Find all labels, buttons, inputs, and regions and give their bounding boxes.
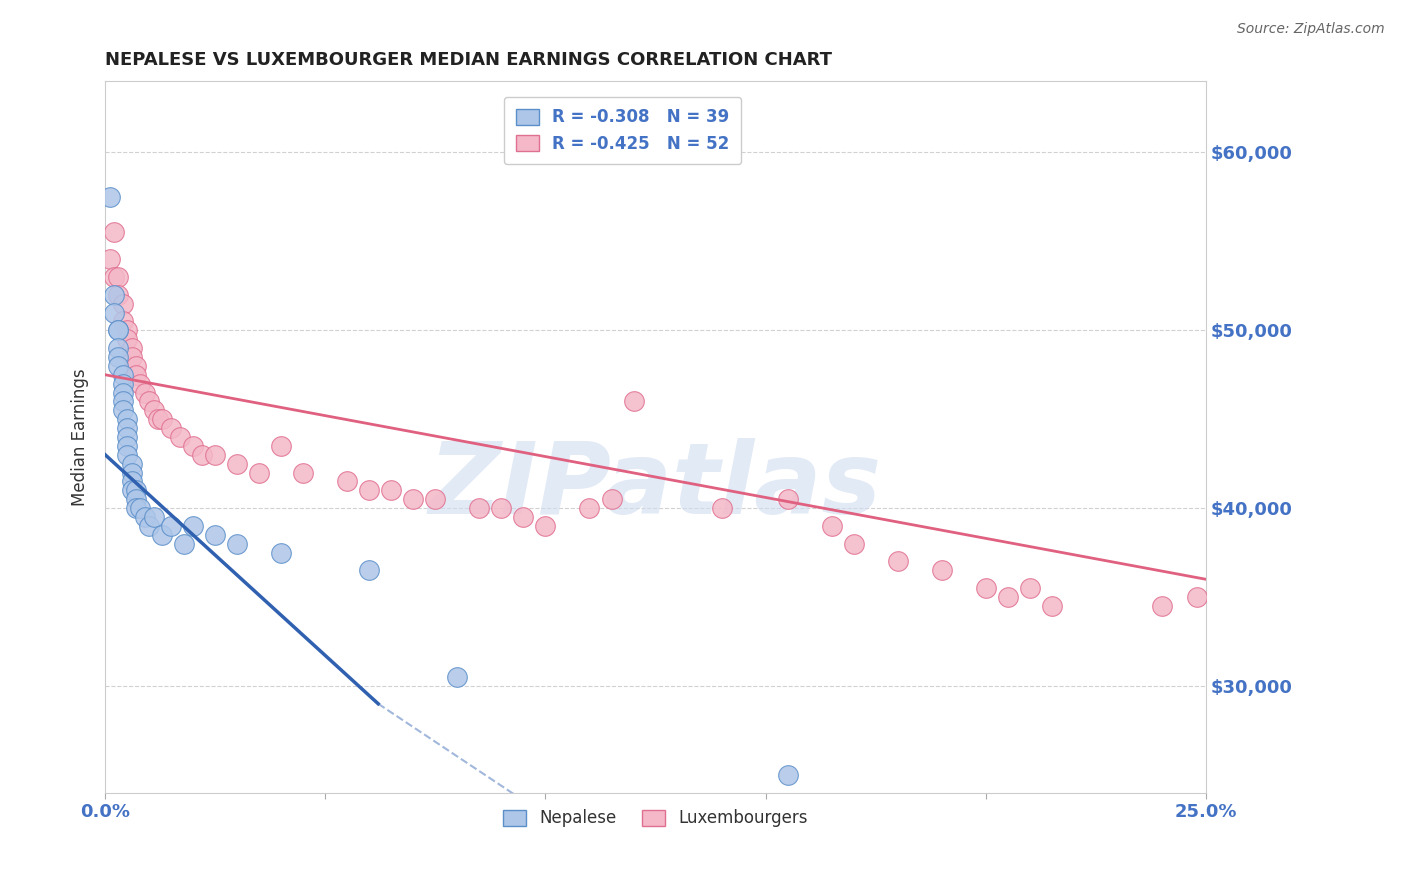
Point — [468, 501, 491, 516]
Y-axis label: Median Earnings: Median Earnings — [72, 368, 89, 506]
Point — [292, 466, 315, 480]
Point — [578, 501, 600, 516]
Point — [103, 305, 125, 319]
Point — [125, 492, 148, 507]
Point — [226, 537, 249, 551]
Point — [103, 269, 125, 284]
Point — [107, 323, 129, 337]
Point — [115, 421, 138, 435]
Point — [107, 350, 129, 364]
Point — [1040, 599, 1063, 613]
Point — [111, 368, 134, 382]
Point — [534, 519, 557, 533]
Point — [204, 448, 226, 462]
Point — [121, 457, 143, 471]
Point — [129, 376, 152, 391]
Text: ZIPatlas: ZIPatlas — [429, 438, 882, 535]
Point — [121, 475, 143, 489]
Point — [169, 430, 191, 444]
Point — [1185, 590, 1208, 604]
Point — [402, 492, 425, 507]
Point — [125, 483, 148, 498]
Point — [776, 492, 799, 507]
Point — [491, 501, 513, 516]
Point — [359, 563, 381, 577]
Text: NEPALESE VS LUXEMBOURGER MEDIAN EARNINGS CORRELATION CHART: NEPALESE VS LUXEMBOURGER MEDIAN EARNINGS… — [105, 51, 832, 69]
Point — [134, 385, 156, 400]
Point — [98, 190, 121, 204]
Legend: Nepalese, Luxembourgers: Nepalese, Luxembourgers — [496, 803, 814, 834]
Point — [125, 501, 148, 516]
Point — [111, 385, 134, 400]
Point — [107, 359, 129, 373]
Point — [107, 323, 129, 337]
Point — [270, 439, 292, 453]
Point — [710, 501, 733, 516]
Point — [181, 519, 204, 533]
Point — [111, 403, 134, 417]
Text: Source: ZipAtlas.com: Source: ZipAtlas.com — [1237, 22, 1385, 37]
Point — [138, 394, 160, 409]
Point — [129, 501, 152, 516]
Point — [134, 510, 156, 524]
Point — [160, 421, 183, 435]
Point — [107, 269, 129, 284]
Point — [115, 332, 138, 346]
Point — [121, 483, 143, 498]
Point — [380, 483, 402, 498]
Point — [247, 466, 270, 480]
Point — [152, 528, 174, 542]
Point — [931, 563, 953, 577]
Point — [512, 510, 534, 524]
Point — [191, 448, 214, 462]
Point — [111, 296, 134, 310]
Point — [138, 519, 160, 533]
Point — [115, 412, 138, 426]
Point — [997, 590, 1019, 604]
Point — [173, 537, 195, 551]
Point — [142, 403, 165, 417]
Point — [115, 439, 138, 453]
Point — [160, 519, 183, 533]
Point — [974, 581, 997, 595]
Point — [776, 768, 799, 782]
Point — [115, 323, 138, 337]
Point — [226, 457, 249, 471]
Point — [270, 545, 292, 559]
Point — [125, 368, 148, 382]
Point — [425, 492, 447, 507]
Point — [842, 537, 865, 551]
Point — [820, 519, 842, 533]
Point — [446, 670, 468, 684]
Point — [623, 394, 645, 409]
Point — [107, 341, 129, 355]
Point — [115, 448, 138, 462]
Point — [1150, 599, 1173, 613]
Point — [1018, 581, 1040, 595]
Point — [121, 341, 143, 355]
Point — [103, 226, 125, 240]
Point — [115, 430, 138, 444]
Point — [121, 466, 143, 480]
Point — [886, 554, 908, 568]
Point — [121, 350, 143, 364]
Point — [125, 359, 148, 373]
Point — [359, 483, 381, 498]
Point — [600, 492, 623, 507]
Point — [181, 439, 204, 453]
Point — [152, 412, 174, 426]
Point — [107, 287, 129, 301]
Point — [111, 376, 134, 391]
Point — [142, 510, 165, 524]
Point — [336, 475, 359, 489]
Point — [98, 252, 121, 267]
Point — [204, 528, 226, 542]
Point — [103, 287, 125, 301]
Point — [111, 394, 134, 409]
Point — [146, 412, 169, 426]
Point — [111, 314, 134, 328]
